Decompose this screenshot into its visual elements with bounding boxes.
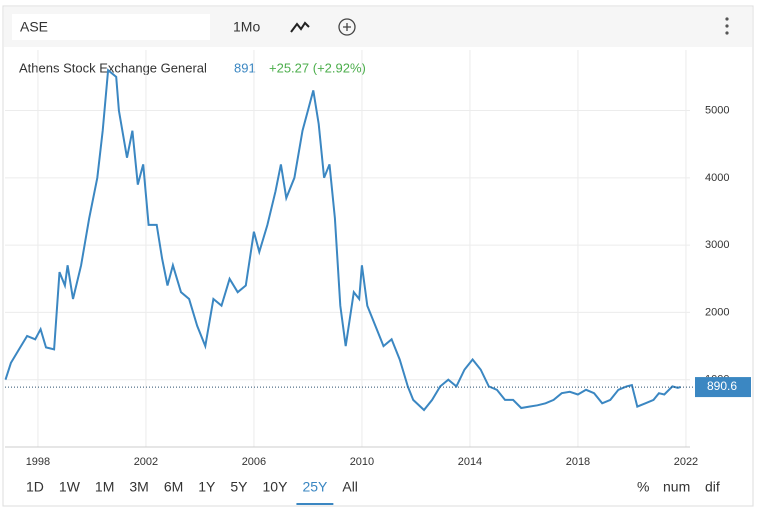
last-value-badge <box>695 377 751 398</box>
x-tick-label: 1998 <box>26 456 50 468</box>
x-tick-label: 2010 <box>350 456 374 468</box>
legend-change: +25.27 (+2.92%) <box>269 60 366 75</box>
chart-type-icon[interactable] <box>290 21 310 33</box>
range-button[interactable]: 5Y <box>230 479 248 495</box>
range-button[interactable]: 3M <box>129 479 148 495</box>
range-button[interactable]: 1W <box>59 479 81 495</box>
last-value-label: 890.6 <box>707 379 737 393</box>
y-tick-label: 2000 <box>705 306 729 318</box>
x-tick-label: 2002 <box>134 456 158 468</box>
x-tick-label: 2022 <box>674 456 698 468</box>
legend-last: 891 <box>234 60 256 75</box>
interval[interactable]: 1Mo <box>233 19 260 35</box>
symbol-input[interactable] <box>12 14 210 40</box>
range-button[interactable]: All <box>342 479 358 495</box>
range-button[interactable]: 6M <box>164 479 183 495</box>
symbol: ASE <box>20 19 48 35</box>
legend-name: Athens Stock Exchange General <box>19 60 207 75</box>
range-button[interactable]: 25Y <box>302 479 328 495</box>
mode-button[interactable]: num <box>663 479 690 495</box>
mode-button[interactable]: dif <box>705 479 720 495</box>
mode-button[interactable]: % <box>637 479 649 495</box>
range-button[interactable]: 10Y <box>263 479 289 495</box>
y-tick-label: 4000 <box>705 172 729 184</box>
x-tick-label: 2018 <box>566 456 590 468</box>
range-button[interactable]: 1Y <box>198 479 216 495</box>
range-button[interactable]: 1D <box>26 479 44 495</box>
range-button[interactable]: 1M <box>95 479 114 495</box>
y-tick-label: 5000 <box>705 104 729 116</box>
add-icon[interactable] <box>338 18 356 36</box>
frame <box>2 5 754 507</box>
menu-icon[interactable] <box>725 17 729 35</box>
x-tick-label: 2014 <box>458 456 482 468</box>
y-tick-label: 3000 <box>705 239 729 251</box>
price-line <box>4 68 681 412</box>
x-tick-label: 2006 <box>242 456 266 468</box>
